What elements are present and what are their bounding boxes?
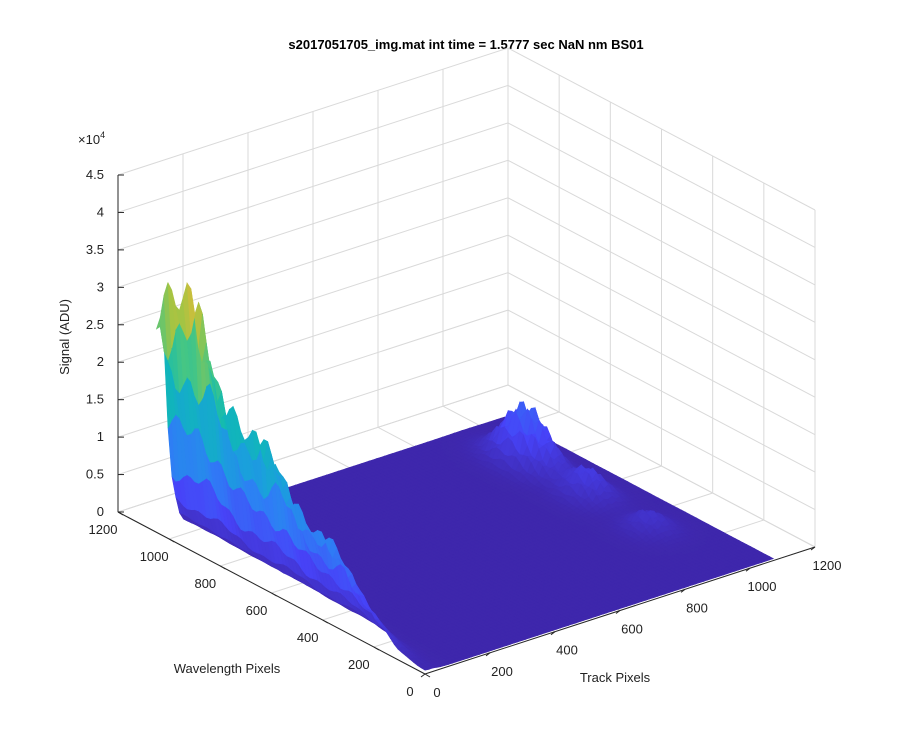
- grid-line: [117, 234, 816, 398]
- grid-line: [117, 197, 816, 361]
- chart-title: s2017051705_img.mat int time = 1.5777 se…: [288, 37, 643, 52]
- grid-line: [117, 122, 816, 286]
- surface-mesh: [155, 281, 775, 671]
- grid-line: [117, 347, 816, 511]
- grid-line: [117, 309, 816, 473]
- grid-line: [117, 47, 816, 211]
- grid-line: [117, 159, 816, 323]
- grid-line: [117, 272, 816, 436]
- grid-line: [117, 84, 816, 248]
